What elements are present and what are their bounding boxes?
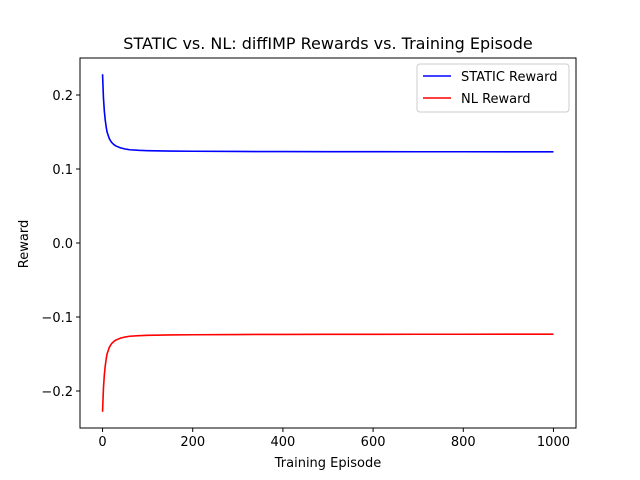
chart-title: STATIC vs. NL: diffIMP Rewards vs. Train…: [123, 34, 532, 53]
x-tick-label: 1000: [537, 435, 570, 450]
x-axis-label: Training Episode: [274, 456, 381, 471]
y-tick-label: −0.1: [41, 311, 73, 326]
legend-entry-label: STATIC Reward: [461, 70, 557, 85]
x-tick-label: 600: [361, 435, 386, 450]
y-tick-label: 0.1: [52, 163, 73, 178]
legend-box: [416, 63, 570, 113]
x-tick-label: 800: [451, 435, 476, 450]
x-tick-label: 400: [270, 435, 295, 450]
plot-lines: [101, 74, 554, 412]
x-tick-label: 0: [98, 435, 106, 450]
x-axis: 0 200 400 600 800 1000: [98, 428, 570, 450]
series-line-nl: [101, 333, 554, 412]
series-line-static: [101, 74, 554, 153]
y-axis-label: Reward: [17, 220, 32, 268]
y-tick-label: 0.0: [52, 237, 73, 252]
y-tick-label: 0.2: [52, 89, 73, 104]
x-tick-label: 200: [180, 435, 205, 450]
legend-entry-label: NL Reward: [461, 92, 531, 107]
y-tick-label: −0.2: [41, 385, 73, 400]
legend: STATIC Reward NL Reward: [416, 63, 570, 113]
y-axis: −0.2 −0.1 0.0 0.1 0.2: [41, 89, 80, 400]
plot-frame: [79, 57, 577, 429]
